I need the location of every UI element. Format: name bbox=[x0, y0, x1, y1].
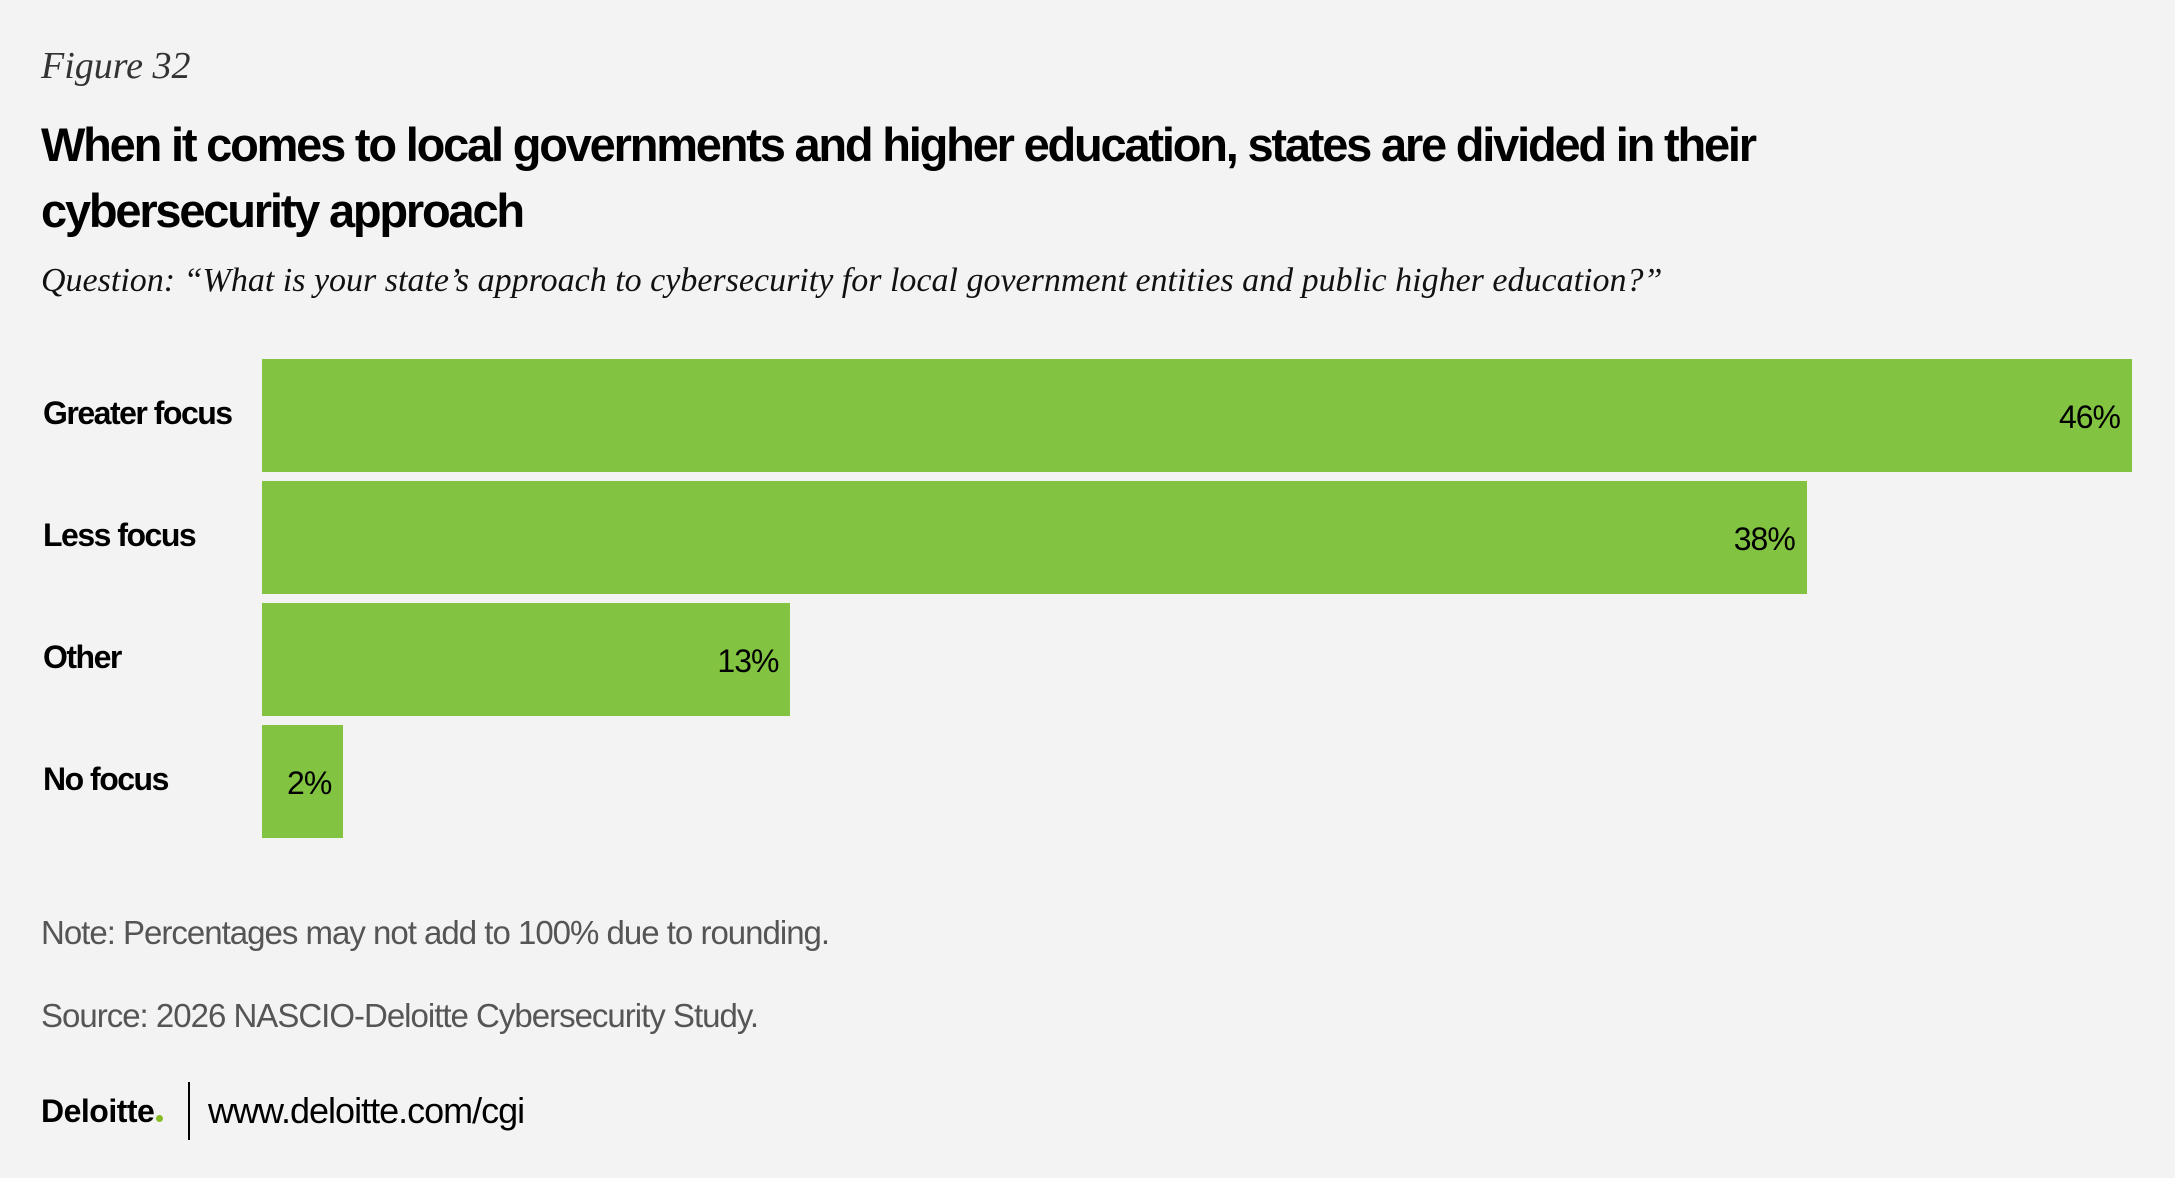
bar bbox=[262, 603, 791, 716]
figure-label: Figure 32 bbox=[41, 45, 191, 87]
bar bbox=[262, 725, 344, 838]
value-label: 13% bbox=[717, 643, 779, 679]
category-label: Greater focus bbox=[43, 395, 233, 431]
chart-subtitle: Question: “What is your state’s approach… bbox=[41, 262, 1663, 299]
divider bbox=[188, 1082, 190, 1140]
source: Source: 2026 NASCIO-Deloitte Cybersecuri… bbox=[41, 997, 759, 1034]
bar bbox=[262, 359, 2132, 472]
note: Note: Percentages may not add to 100% du… bbox=[41, 914, 830, 951]
logo-dot-icon bbox=[156, 1115, 164, 1122]
deloitte-logo: Deloitte bbox=[41, 1093, 164, 1130]
category-label: Less focus bbox=[43, 517, 197, 553]
category-label: Other bbox=[43, 639, 122, 675]
footer-url[interactable]: www.deloitte.com/cgi bbox=[208, 1090, 525, 1131]
value-label: 38% bbox=[1733, 521, 1796, 557]
chart-title: When it comes to local governments and h… bbox=[41, 118, 1757, 237]
category-label: No focus bbox=[43, 761, 169, 797]
bar bbox=[262, 481, 1807, 594]
value-label: 46% bbox=[2058, 399, 2121, 435]
value-label: 2% bbox=[287, 765, 332, 801]
